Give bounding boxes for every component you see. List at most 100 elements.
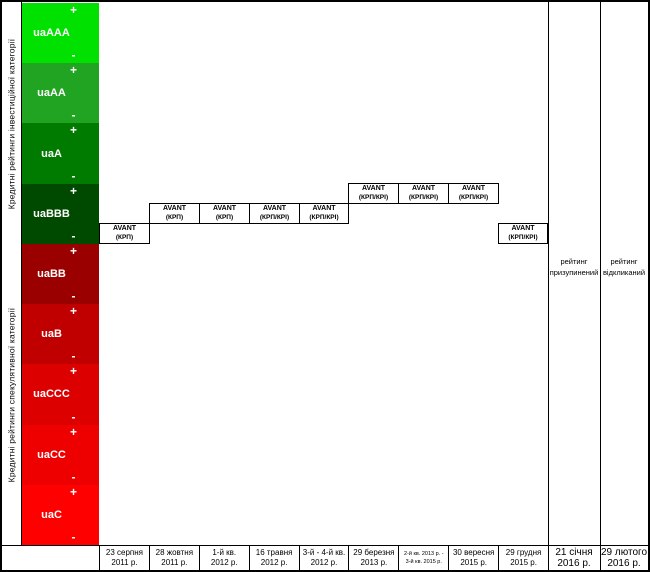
date-text: 2013 р. bbox=[360, 558, 388, 567]
minus-sign: - bbox=[71, 48, 76, 63]
rating-band-uaC: + uaC - bbox=[22, 484, 99, 545]
event-type: (КРП) bbox=[115, 233, 134, 241]
rating-band-label: uaB bbox=[41, 328, 62, 341]
date-text: 29 лютого bbox=[600, 547, 648, 558]
date-tick: 2-й кв. 2013 р. - 3-й кв. 2015 р. bbox=[398, 546, 448, 570]
left-axis-divider bbox=[21, 2, 22, 545]
minus-sign: - bbox=[71, 228, 76, 243]
date-tick: 29 грудня 2015 р. bbox=[498, 546, 548, 570]
date-tick: 30 вересня 2015 р. bbox=[448, 546, 498, 570]
minus-sign: - bbox=[71, 469, 76, 484]
date-tick: 3-й - 4-й кв. 2012 р. bbox=[298, 546, 349, 570]
date-tick-suspended: 21 січня 2016 р. bbox=[548, 546, 600, 570]
date-tick: 16 травня 2012 р. bbox=[248, 546, 299, 570]
investment-category-text: Кредитні рейтинги інвестиційної категорі… bbox=[6, 38, 17, 209]
event-name: AVANT bbox=[361, 185, 386, 193]
rating-event-box: AVANT (КРП/КРІ) bbox=[249, 203, 300, 224]
investment-category-label: Кредитні рейтинги інвестиційної категорі… bbox=[2, 3, 21, 244]
status-withdrawn-label: рейтинг відкликаний bbox=[600, 256, 648, 278]
event-name: AVANT bbox=[411, 185, 436, 193]
date-text: 30 вересня bbox=[452, 548, 495, 557]
rating-band-uaCCC: + uaCCC - bbox=[22, 364, 99, 425]
date-tick: 23 серпня 2011 р. bbox=[99, 546, 149, 570]
rating-band-label: uaAA bbox=[37, 87, 66, 100]
plus-sign: + bbox=[69, 63, 77, 78]
date-text: 2-й кв. 2013 р. - bbox=[403, 551, 444, 557]
date-text: 23 серпня bbox=[105, 548, 143, 557]
event-type: (КРП) bbox=[215, 213, 234, 221]
rating-event-box: AVANT (КРП) bbox=[199, 203, 250, 224]
date-axis: 23 серпня 2011 р. 28 жовтня 2011 р. 1-й … bbox=[2, 546, 548, 570]
rating-band-label: uaCCC bbox=[33, 388, 70, 401]
date-text: 21 січня bbox=[555, 547, 593, 558]
event-name: AVANT bbox=[112, 225, 137, 233]
plus-sign: + bbox=[69, 424, 77, 439]
rating-event-box: AVANT (КРП/КРІ) bbox=[448, 183, 499, 204]
withdrawn-column-divider bbox=[600, 2, 601, 570]
rating-band-uaBBB: + uaBBB - bbox=[22, 183, 99, 244]
rating-band-label: uaCC bbox=[37, 448, 66, 461]
event-type: (КРП/КРІ) bbox=[259, 213, 290, 221]
plus-sign: + bbox=[69, 123, 77, 138]
minus-sign: - bbox=[71, 289, 76, 304]
status-text: рейтинг bbox=[610, 257, 638, 266]
minus-sign: - bbox=[71, 108, 76, 123]
event-name: AVANT bbox=[262, 205, 287, 213]
rating-band-uaAA: + uaAA - bbox=[22, 63, 99, 124]
rating-band-label: uaBB bbox=[37, 267, 66, 280]
event-type: (КРП/КРІ) bbox=[309, 213, 339, 221]
plus-sign: + bbox=[69, 183, 77, 198]
date-text: 2011 р. bbox=[111, 558, 138, 567]
minus-sign: - bbox=[71, 529, 76, 544]
rating-event-box: AVANT (КРП/КРІ) bbox=[498, 223, 548, 244]
date-text: 29 березня bbox=[353, 548, 395, 557]
plus-sign: + bbox=[69, 3, 77, 17]
date-tick: 29 березня 2013 р. bbox=[348, 546, 398, 570]
event-name: AVANT bbox=[162, 205, 187, 213]
rating-event-box: AVANT (КРП/КРІ) bbox=[398, 183, 449, 204]
date-text: 29 грудня bbox=[505, 548, 542, 557]
plus-sign: + bbox=[69, 243, 77, 258]
date-axis-line bbox=[2, 545, 648, 546]
event-type: (КРП/КРІ) bbox=[508, 233, 538, 241]
date-text: 3-й - 4-й кв. bbox=[302, 548, 346, 557]
minus-sign: - bbox=[71, 349, 76, 364]
date-text: 2011 р. bbox=[161, 558, 188, 567]
plus-sign: + bbox=[69, 304, 77, 319]
date-text: 2012 р. bbox=[310, 558, 338, 567]
event-type: (КРП/КРІ) bbox=[458, 193, 489, 201]
speculative-category-label: Кредитні рейтинги спекулятивної категорі… bbox=[2, 244, 21, 545]
rating-event-box: AVANT (КРП) bbox=[99, 223, 150, 244]
status-text: рейтинг bbox=[560, 257, 588, 266]
date-text: 16 травня bbox=[255, 548, 293, 557]
date-text: 28 жовтня bbox=[155, 548, 194, 557]
rating-band-uaBB: + uaBB - bbox=[22, 243, 99, 305]
suspended-column-divider bbox=[548, 2, 549, 570]
date-tick: 28 жовтня 2011 р. bbox=[148, 546, 199, 570]
event-name: AVANT bbox=[461, 185, 486, 193]
event-name: AVANT bbox=[212, 205, 237, 213]
minus-sign: - bbox=[71, 168, 76, 183]
date-text: 2012 р. bbox=[210, 558, 238, 567]
rating-band-label: uaC bbox=[41, 508, 62, 521]
date-tick: 1-й кв. 2012 р. bbox=[198, 546, 249, 570]
date-text: 2015 р. bbox=[510, 558, 537, 567]
date-text: 2012 р. bbox=[260, 558, 288, 567]
rating-band-label: uaAAA bbox=[33, 27, 70, 40]
rating-band-uaA: + uaA - bbox=[22, 123, 99, 184]
rating-band-label: uaBBB bbox=[33, 207, 70, 220]
event-type: (КРП) bbox=[165, 213, 184, 221]
date-text: 1-й кв. bbox=[212, 548, 237, 557]
status-suspended-label: рейтинг призупинений bbox=[548, 256, 600, 278]
status-text: призупинений bbox=[549, 268, 599, 277]
minus-sign: - bbox=[71, 409, 76, 424]
rating-event-box: AVANT (КРП/КРІ) bbox=[348, 183, 399, 204]
date-text: 2016 р. bbox=[607, 558, 641, 569]
date-axis-spacer bbox=[2, 546, 99, 570]
event-name: AVANT bbox=[511, 225, 535, 233]
plus-sign: + bbox=[69, 364, 77, 379]
date-text: 2015 р. bbox=[460, 558, 488, 567]
date-tick-withdrawn: 29 лютого 2016 р. bbox=[600, 546, 648, 570]
plus-sign: + bbox=[69, 484, 77, 499]
rating-band-uaCC: + uaCC - bbox=[22, 424, 99, 485]
